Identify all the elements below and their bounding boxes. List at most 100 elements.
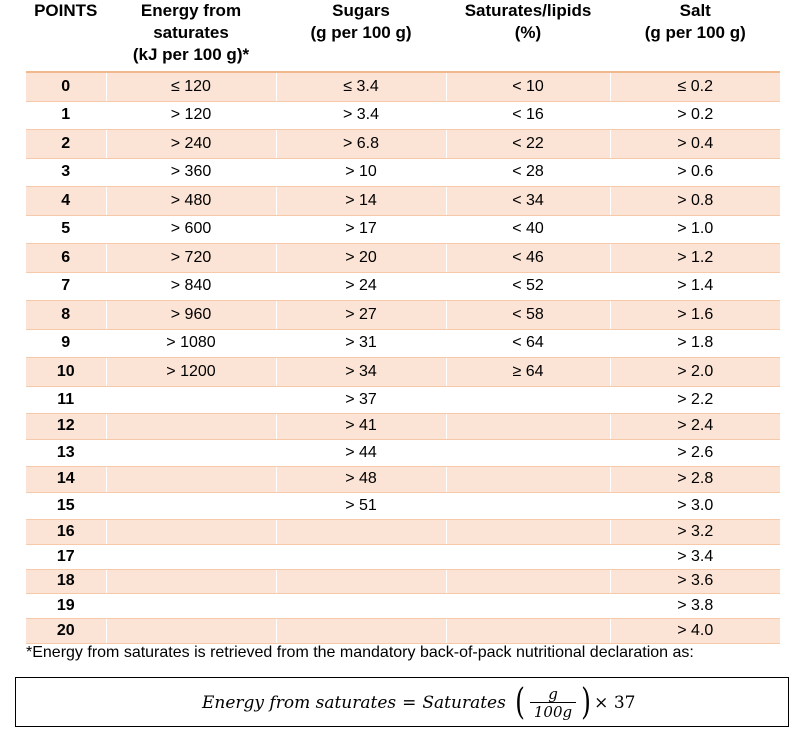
formula-lhs: Energy from saturates	[202, 693, 397, 713]
cell-sugars: > 41	[275, 413, 446, 440]
cell-lipids	[445, 466, 610, 493]
cell-salt: > 3.2	[609, 519, 780, 545]
table-row: 11 > 37 > 2.2	[26, 386, 780, 414]
cell-points: 9	[26, 329, 106, 358]
cell-lipids: < 22	[445, 129, 610, 159]
cell-points: 17	[26, 544, 106, 570]
cell-points: 15	[26, 492, 106, 520]
table-body: 0 ≤ 120 ≤ 3.4 < 10 ≤ 0.2 1 > 120 > 3.4 < 16 > 0.2…	[26, 72, 780, 644]
table-row: 18 > 3.6	[26, 569, 780, 594]
table-row: 9 > 1080 > 31 < 64 > 1.8	[26, 329, 780, 358]
table-row: 17 > 3.4	[26, 544, 780, 570]
cell-sugars: > 17	[275, 215, 446, 244]
cell-points: 3	[26, 158, 106, 187]
cell-salt: > 0.4	[609, 129, 780, 159]
table-row: 3 > 360 > 10 < 28 > 0.6	[26, 158, 780, 187]
cell-energy	[105, 413, 276, 440]
header-energy-line3: (kJ per 100 g)*	[132, 45, 250, 64]
table-row: 6 > 720 > 20 < 46 > 1.2	[26, 243, 780, 273]
cell-energy	[105, 492, 276, 520]
cell-lipids: < 16	[445, 101, 610, 130]
cell-energy: > 1080	[105, 329, 276, 358]
cell-sugars: > 20	[275, 243, 446, 273]
cell-sugars: > 10	[275, 158, 446, 187]
cell-sugars: > 6.8	[275, 129, 446, 159]
cell-lipids	[445, 544, 610, 570]
table-row: 14 > 48 > 2.8	[26, 466, 780, 493]
cell-sugars: > 31	[275, 329, 446, 358]
cell-salt: > 0.2	[609, 101, 780, 130]
cell-salt: > 0.6	[609, 158, 780, 187]
cell-energy: > 960	[105, 300, 276, 330]
cell-sugars	[275, 569, 446, 594]
header-lipids-line1: Saturates/lipids	[464, 1, 592, 20]
cell-energy	[105, 386, 276, 414]
header-salt-line2: (g per 100 g)	[644, 23, 746, 42]
cell-lipids	[445, 569, 610, 594]
cell-energy: > 240	[105, 129, 276, 159]
cell-energy	[105, 593, 276, 619]
cell-sugars: > 3.4	[275, 101, 446, 130]
formula-rhs-word: Saturates	[422, 693, 506, 713]
cell-sugars: > 14	[275, 186, 446, 216]
cell-points: 11	[26, 386, 106, 414]
cell-points: 16	[26, 519, 106, 545]
right-paren-glyph: )	[581, 682, 592, 723]
cell-lipids	[445, 618, 610, 644]
cell-sugars: > 51	[275, 492, 446, 520]
cell-points: 10	[26, 357, 106, 387]
table-row: 0 ≤ 120 ≤ 3.4 < 10 ≤ 0.2	[26, 72, 780, 102]
cell-lipids: < 34	[445, 186, 610, 216]
cell-lipids: < 58	[445, 300, 610, 330]
cell-sugars	[275, 519, 446, 545]
cell-sugars	[275, 593, 446, 619]
cell-salt: > 2.4	[609, 413, 780, 440]
cell-salt: > 2.0	[609, 357, 780, 387]
cell-energy	[105, 466, 276, 493]
left-paren-glyph: (	[514, 682, 525, 723]
fraction-denominator: 100g	[529, 702, 577, 720]
cell-sugars: > 34	[275, 357, 446, 387]
fraction-numerator: g	[548, 685, 558, 703]
cell-lipids: < 46	[445, 243, 610, 273]
table-row: 12 > 41 > 2.4	[26, 413, 780, 440]
cell-energy	[105, 569, 276, 594]
cell-energy: > 1200	[105, 357, 276, 387]
table-row: 20 > 4.0	[26, 618, 780, 644]
cell-sugars: > 27	[275, 300, 446, 330]
formula-equals: =	[402, 693, 417, 713]
header-points-label: POINTS	[34, 1, 98, 20]
cell-energy: > 840	[105, 272, 276, 301]
cell-salt: > 2.6	[609, 439, 780, 467]
header-energy-line2: saturates	[153, 23, 229, 42]
table-header-row: POINTS Energy from saturates (kJ per 100…	[26, 0, 780, 73]
cell-lipids: ≥ 64	[445, 357, 610, 387]
cell-points: 13	[26, 439, 106, 467]
cell-points: 20	[26, 618, 106, 644]
cell-salt: > 1.0	[609, 215, 780, 244]
header-salt: Salt (g per 100 g)	[609, 0, 780, 73]
cell-sugars	[275, 544, 446, 570]
table-row: 15 > 51 > 3.0	[26, 492, 780, 520]
cell-energy: > 360	[105, 158, 276, 187]
header-energy-line1: Energy from	[140, 1, 242, 20]
cell-salt: > 1.2	[609, 243, 780, 273]
cell-sugars: > 24	[275, 272, 446, 301]
cell-salt: > 3.8	[609, 593, 780, 619]
cell-salt: > 3.0	[609, 492, 780, 520]
cell-energy	[105, 519, 276, 545]
table-row: 1 > 120 > 3.4 < 16 > 0.2	[26, 101, 780, 130]
cell-salt: > 1.6	[609, 300, 780, 330]
cell-sugars	[275, 618, 446, 644]
cell-salt: > 3.4	[609, 544, 780, 570]
cell-salt: > 3.6	[609, 569, 780, 594]
header-lipids-line2: (%)	[514, 23, 542, 42]
formula-tail: × 37	[594, 693, 636, 713]
cell-lipids	[445, 413, 610, 440]
cell-points: 0	[26, 72, 106, 102]
table-row: 7 > 840 > 24 < 52 > 1.4	[26, 272, 780, 301]
cell-salt: ≤ 0.2	[609, 72, 780, 102]
cell-lipids	[445, 593, 610, 619]
table-row: 13 > 44 > 2.6	[26, 439, 780, 467]
